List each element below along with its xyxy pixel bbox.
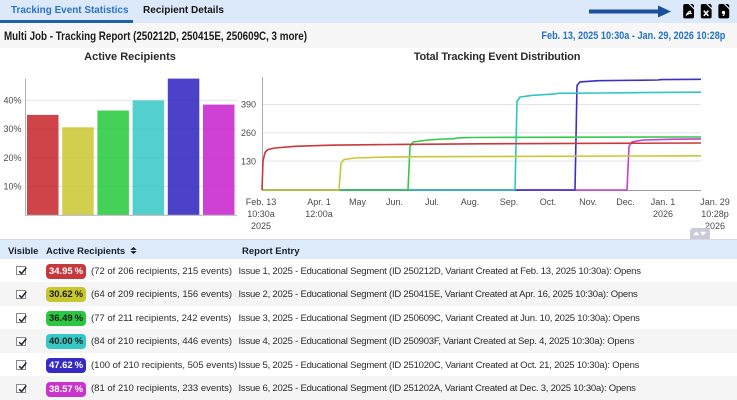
- svg-text:30%: 30%: [3, 124, 21, 134]
- svg-text:Jul.: Jul.: [425, 197, 439, 207]
- svg-text:12:00a: 12:00a: [305, 209, 333, 219]
- svg-text:10:28p: 10:28p: [701, 209, 729, 219]
- svg-text:Nov.: Nov.: [579, 197, 597, 207]
- svg-text:10%: 10%: [3, 182, 21, 192]
- svg-text:Jan. 29: Jan. 29: [700, 197, 730, 207]
- svg-text:Feb. 13: Feb. 13: [246, 197, 277, 207]
- svg-text:2026: 2026: [705, 221, 725, 231]
- svg-text:Apr. 1: Apr. 1: [307, 197, 331, 207]
- svg-text:Jan. 1: Jan. 1: [651, 197, 676, 207]
- svg-text:Aug.: Aug.: [461, 197, 480, 207]
- svg-text:130: 130: [241, 156, 256, 166]
- svg-text:390: 390: [241, 100, 256, 110]
- svg-text:40%: 40%: [3, 96, 21, 106]
- svg-text:Oct.: Oct.: [540, 197, 557, 207]
- svg-text:Jun.: Jun.: [386, 197, 403, 207]
- svg-text:260: 260: [241, 128, 256, 138]
- svg-text:Dec.: Dec.: [616, 197, 635, 207]
- svg-text:20%: 20%: [3, 153, 21, 163]
- svg-text:10:30a: 10:30a: [247, 209, 275, 219]
- svg-text:2026: 2026: [653, 209, 673, 219]
- svg-text:Sep.: Sep.: [500, 197, 519, 207]
- svg-text:2025: 2025: [251, 221, 271, 231]
- svg-text:May: May: [349, 197, 367, 207]
